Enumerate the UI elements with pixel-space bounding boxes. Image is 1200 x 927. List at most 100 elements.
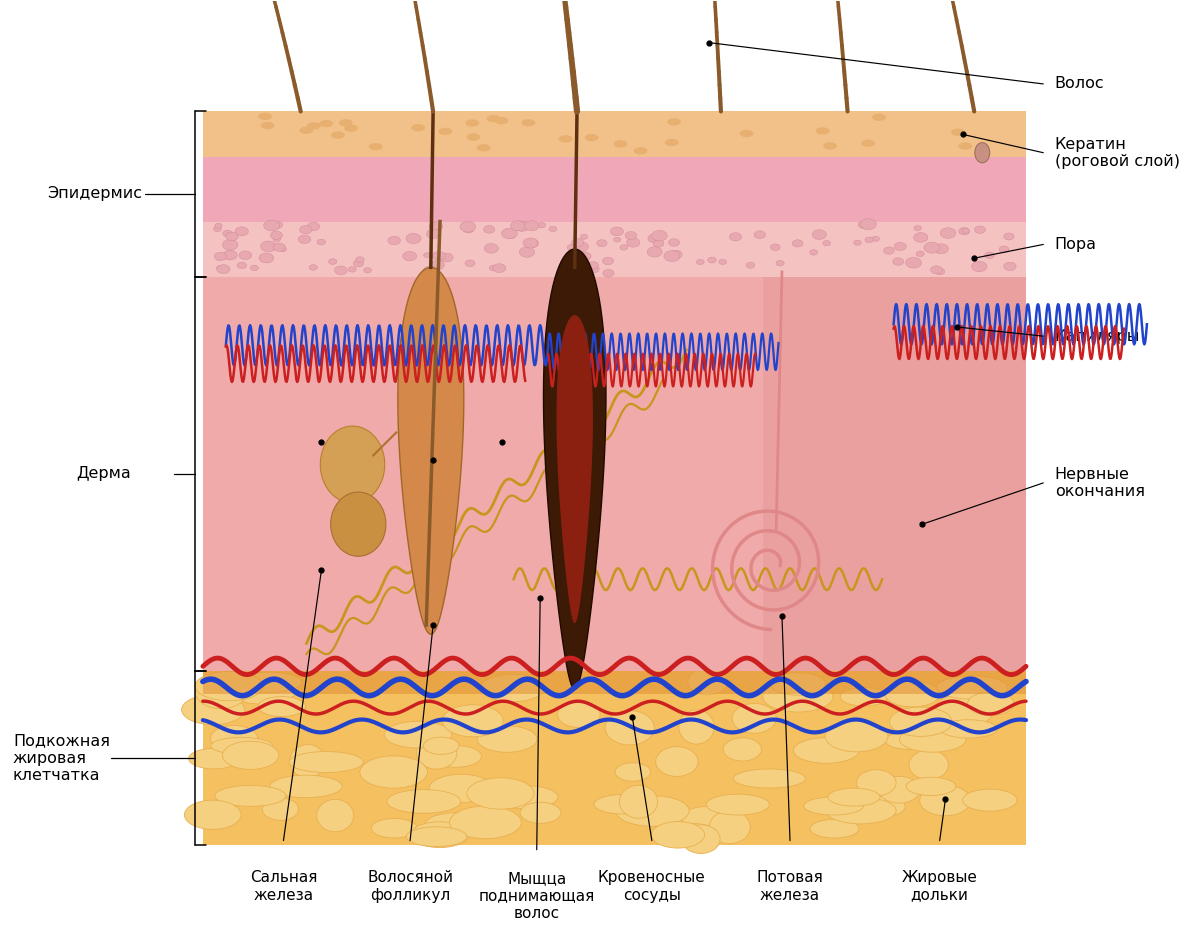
Ellipse shape	[770, 673, 826, 695]
Text: Потовая
железа: Потовая железа	[757, 870, 823, 903]
Ellipse shape	[647, 247, 662, 257]
Ellipse shape	[185, 800, 241, 830]
Ellipse shape	[438, 128, 452, 135]
Ellipse shape	[490, 265, 498, 271]
Polygon shape	[331, 492, 386, 556]
Ellipse shape	[335, 266, 347, 274]
Ellipse shape	[709, 810, 750, 844]
Ellipse shape	[655, 746, 698, 777]
Bar	[203, 158, 1026, 222]
Bar	[203, 671, 1026, 845]
Ellipse shape	[572, 242, 588, 252]
Ellipse shape	[616, 763, 650, 781]
Ellipse shape	[272, 222, 283, 228]
Ellipse shape	[523, 238, 538, 248]
Ellipse shape	[919, 785, 971, 816]
Polygon shape	[320, 426, 385, 503]
Ellipse shape	[214, 226, 221, 232]
Ellipse shape	[478, 726, 538, 753]
Ellipse shape	[652, 231, 667, 241]
Ellipse shape	[460, 222, 475, 232]
Ellipse shape	[493, 263, 506, 273]
Ellipse shape	[914, 225, 922, 231]
Ellipse shape	[331, 132, 344, 139]
Ellipse shape	[916, 728, 964, 751]
Ellipse shape	[893, 258, 904, 265]
Ellipse shape	[858, 222, 869, 228]
Ellipse shape	[223, 230, 233, 236]
Text: Эпидермис: Эпидермис	[48, 186, 143, 201]
Ellipse shape	[466, 260, 475, 267]
Ellipse shape	[260, 241, 276, 252]
Bar	[203, 222, 1026, 276]
Text: Сальная
железа: Сальная железа	[250, 870, 317, 903]
Ellipse shape	[682, 806, 728, 830]
Ellipse shape	[515, 221, 529, 232]
Bar	[203, 667, 1026, 693]
Text: Нервные
окончания: Нервные окончания	[1055, 466, 1145, 499]
Ellipse shape	[792, 240, 803, 248]
Ellipse shape	[940, 228, 955, 238]
Ellipse shape	[319, 120, 334, 127]
Ellipse shape	[602, 270, 614, 277]
Ellipse shape	[613, 237, 620, 242]
Ellipse shape	[484, 225, 494, 234]
Ellipse shape	[594, 794, 654, 814]
Ellipse shape	[329, 259, 337, 264]
Ellipse shape	[959, 228, 970, 235]
Ellipse shape	[732, 704, 776, 733]
Ellipse shape	[353, 260, 364, 267]
Ellipse shape	[724, 738, 762, 761]
Polygon shape	[544, 249, 606, 690]
Ellipse shape	[974, 226, 985, 234]
Ellipse shape	[708, 257, 716, 263]
Ellipse shape	[828, 788, 880, 806]
Ellipse shape	[502, 228, 517, 239]
Ellipse shape	[619, 785, 658, 819]
Ellipse shape	[520, 802, 560, 823]
Ellipse shape	[611, 227, 624, 235]
Ellipse shape	[620, 245, 628, 250]
Ellipse shape	[793, 738, 859, 763]
Ellipse shape	[467, 133, 480, 141]
Ellipse shape	[224, 673, 298, 704]
Ellipse shape	[810, 819, 859, 838]
Ellipse shape	[217, 264, 230, 273]
Ellipse shape	[264, 220, 280, 231]
Ellipse shape	[431, 260, 444, 270]
Ellipse shape	[660, 823, 719, 843]
Ellipse shape	[368, 143, 383, 150]
Ellipse shape	[476, 144, 491, 151]
Text: Жировые
дольки: Жировые дольки	[901, 870, 978, 903]
Ellipse shape	[424, 266, 438, 276]
Bar	[203, 276, 1026, 671]
Ellipse shape	[812, 230, 827, 239]
Ellipse shape	[424, 253, 431, 258]
Ellipse shape	[440, 253, 454, 262]
Ellipse shape	[581, 235, 588, 239]
Ellipse shape	[188, 748, 240, 768]
Ellipse shape	[625, 232, 637, 239]
Text: Волосяной
фолликул: Волосяной фолликул	[367, 870, 454, 903]
Ellipse shape	[494, 117, 509, 124]
Ellipse shape	[259, 253, 274, 263]
Ellipse shape	[235, 227, 248, 236]
Ellipse shape	[270, 775, 342, 797]
Ellipse shape	[310, 264, 317, 271]
Ellipse shape	[883, 247, 894, 254]
Ellipse shape	[355, 257, 365, 262]
Ellipse shape	[424, 737, 460, 755]
Ellipse shape	[558, 702, 600, 728]
Ellipse shape	[395, 721, 443, 747]
Ellipse shape	[823, 240, 830, 246]
Ellipse shape	[872, 236, 880, 241]
Text: Дерма: Дерма	[77, 466, 131, 481]
Ellipse shape	[667, 118, 680, 125]
Ellipse shape	[217, 265, 224, 271]
Ellipse shape	[916, 251, 924, 257]
Ellipse shape	[403, 251, 416, 260]
Ellipse shape	[260, 121, 275, 129]
Ellipse shape	[522, 119, 535, 126]
Ellipse shape	[814, 234, 822, 239]
Ellipse shape	[889, 707, 952, 736]
